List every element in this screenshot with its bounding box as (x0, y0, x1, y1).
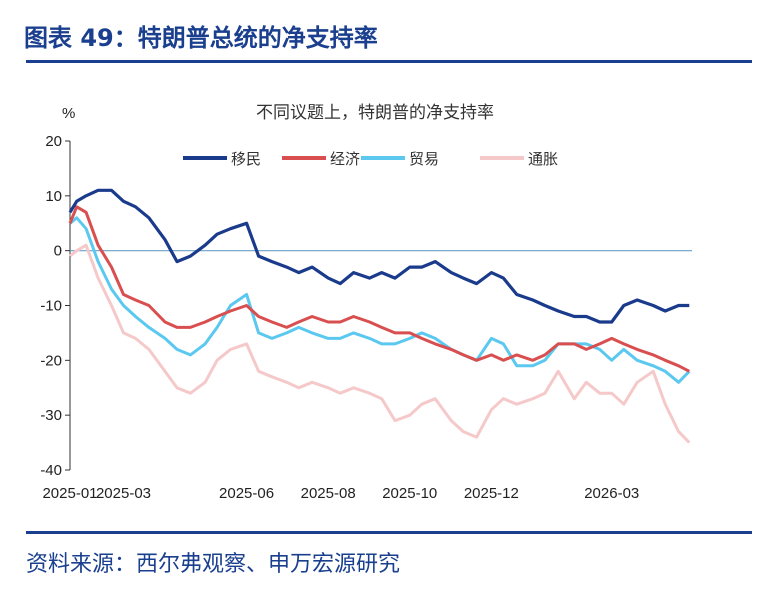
series-line-3 (69, 216, 691, 384)
legend-label-2: 经济 (330, 150, 360, 168)
title-divider (26, 60, 752, 63)
chart-legend: 移民 经济 贸易 通胀 (183, 150, 558, 168)
legend-label-3: 贸易 (409, 150, 439, 168)
legend-label-4: 通胀 (528, 150, 558, 168)
source-note: 资料来源：西尔弗观察、申万宏源研究 (26, 552, 401, 577)
series-line-2 (68, 205, 690, 373)
y-tick-label: -30 (40, 407, 62, 424)
x-tick-label: 2025-01 (42, 485, 97, 502)
y-tick-label: 10 (45, 188, 62, 205)
figure-title: 图表 49：特朗普总统的净支持率 (24, 24, 378, 52)
x-tick-label: 2025-08 (301, 485, 356, 502)
series-line-4 (69, 243, 691, 444)
x-tick-label: 2025-03 (96, 485, 151, 502)
legend-label-1: 移民 (231, 150, 261, 168)
series-lines (68, 188, 691, 444)
line-chart: 不同议题上，特朗普的净支持率 % 移民 经济 贸易 通胀 20 10 0 -10 -20 -30… (40, 103, 692, 502)
y-tick-label: -20 (40, 352, 62, 369)
y-axis-unit: % (62, 105, 75, 122)
source-divider (26, 531, 752, 534)
x-tick-label: 2025-06 (219, 485, 274, 502)
series-line-1 (68, 188, 690, 324)
chart-title: 不同议题上，特朗普的净支持率 (256, 103, 494, 123)
x-tick-label: 2026-03 (584, 485, 639, 502)
y-tick-label: -10 (40, 298, 62, 315)
y-tick-label: -40 (40, 462, 62, 479)
y-tick-label: 0 (54, 243, 62, 260)
x-tick-label: 2025-10 (382, 485, 437, 502)
y-tick-label: 20 (45, 133, 62, 150)
x-tick-label: 2025-12 (464, 485, 519, 502)
